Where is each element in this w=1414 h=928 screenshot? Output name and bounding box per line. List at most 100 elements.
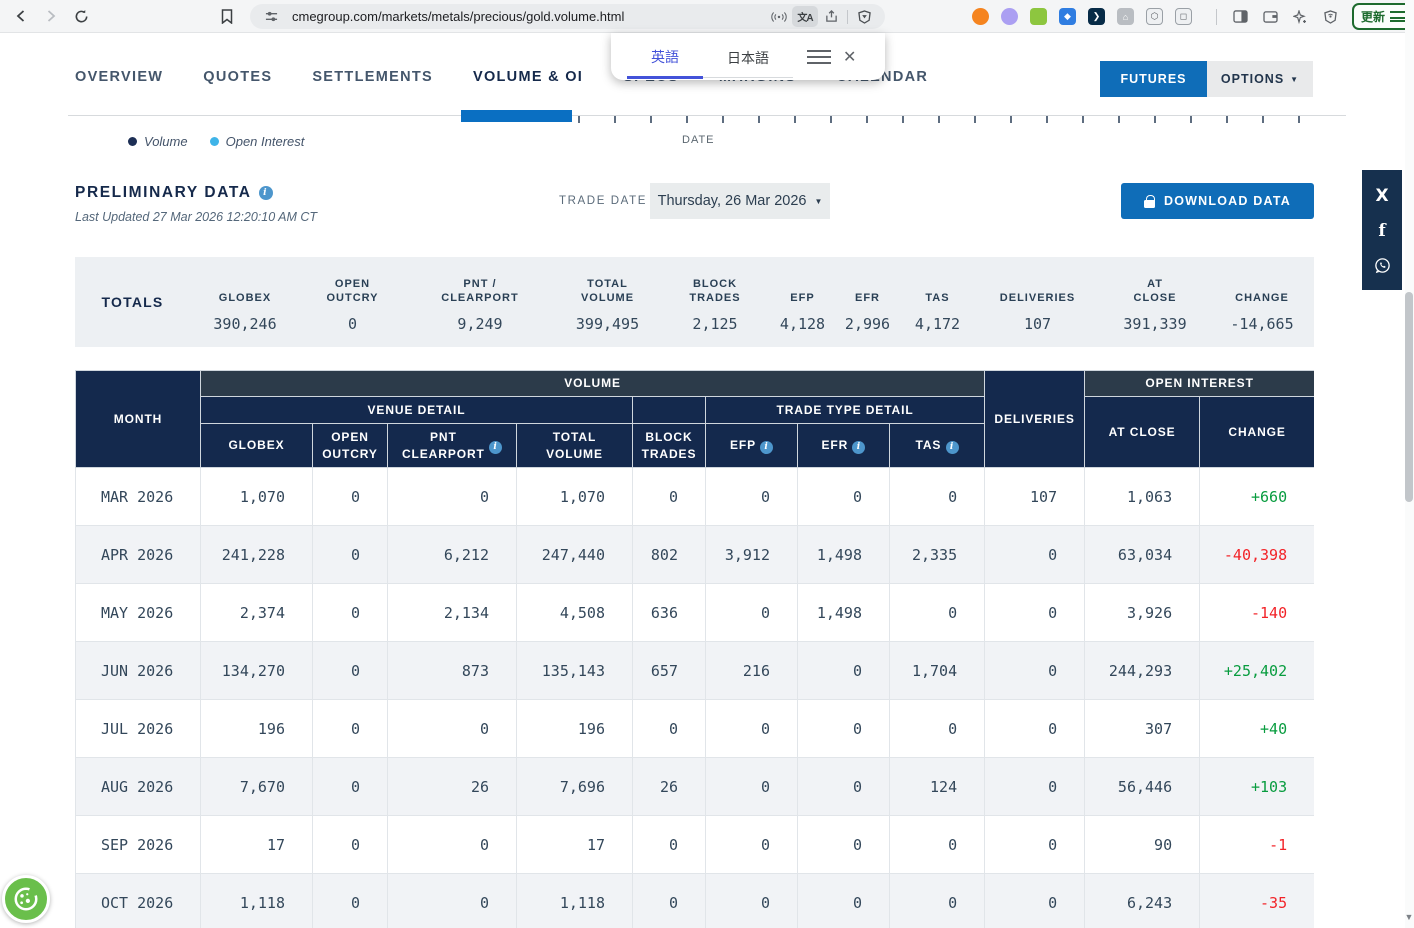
options-button[interactable]: OPTIONS ▼ <box>1207 61 1313 97</box>
url-text[interactable]: cmegroup.com/markets/metals/precious/gol… <box>292 9 625 24</box>
header-month: MONTH <box>75 370 201 468</box>
header-trade-type-detail: TRADE TYPE DETAIL <box>704 396 986 424</box>
wallet-icon[interactable] <box>1258 6 1282 28</box>
cell-open-outcry: 0 <box>312 757 388 816</box>
cell-change: +25,402 <box>1199 641 1314 700</box>
cell-total-volume: 196 <box>516 699 633 758</box>
futures-button[interactable]: FUTURES <box>1100 61 1207 97</box>
info-icon[interactable] <box>760 441 774 454</box>
cell-change: -35 <box>1199 873 1314 928</box>
signal-bars-icon[interactable] <box>1030 8 1047 25</box>
tab-settlements[interactable]: SETTLEMENTS <box>312 69 433 85</box>
totals-col-header: EFR <box>855 292 880 305</box>
translate-tab-english[interactable]: 英語 <box>627 35 703 79</box>
cell-tas: 1,704 <box>888 641 986 700</box>
tab-volume-oi[interactable]: VOLUME & OI <box>472 69 584 85</box>
browser-action-icons <box>1228 4 1342 29</box>
leo-sparkle-icon[interactable] <box>1288 6 1312 28</box>
cell-efp: 0 <box>705 815 798 874</box>
totals-col-value: 4,128 <box>779 314 826 333</box>
cell-month: APR 2026 <box>75 525 201 584</box>
header-block-trades-spacer <box>632 396 706 424</box>
totals-col-value: 2,125 <box>692 314 738 333</box>
translate-popup: 英語 日本語 ✕ <box>611 33 885 80</box>
whatsapp-icon[interactable] <box>1374 257 1391 274</box>
back-icon[interactable] <box>6 3 36 29</box>
close-icon[interactable]: ✕ <box>843 48 857 66</box>
url-bar[interactable]: cmegroup.com/markets/metals/precious/gol… <box>250 4 885 29</box>
browser-toolbar: cmegroup.com/markets/metals/precious/gol… <box>0 0 1414 33</box>
translate-tab-japanese[interactable]: 日本語 <box>703 36 793 78</box>
metamask-icon[interactable] <box>972 8 989 25</box>
reader-mode-icon[interactable] <box>766 6 792 27</box>
legend-item-volume[interactable]: Volume <box>128 134 188 149</box>
scroll-down-arrow[interactable]: ▼ <box>1404 912 1414 922</box>
cell-deliveries: 0 <box>984 757 1086 816</box>
reload-icon[interactable] <box>66 3 96 29</box>
translate-options-icon[interactable] <box>807 46 831 68</box>
cell-tas: 0 <box>888 699 986 758</box>
arc-icon[interactable]: ❯ <box>1088 8 1105 25</box>
info-icon[interactable] <box>852 441 866 454</box>
options-label: OPTIONS <box>1220 72 1285 86</box>
cell-pnt-clearport: 6,212 <box>387 525 517 584</box>
cell-tas: 0 <box>888 583 986 642</box>
header-at-close: AT CLOSE <box>1084 396 1201 468</box>
totals-col-header: PNT / CLEARPORT <box>441 277 519 305</box>
page-title: PRELIMINARY DATA <box>75 184 273 202</box>
cell-at-close: 6,243 <box>1084 873 1201 928</box>
totals-col-value: 390,246 <box>213 314 277 333</box>
totals-col-value: 391,339 <box>1123 314 1187 333</box>
translate-icon[interactable]: 文A <box>792 6 818 27</box>
scrollbar-thumb[interactable] <box>1405 292 1413 502</box>
trade-date-label: TRADE DATE <box>559 195 647 207</box>
cell-efp: 0 <box>705 467 798 526</box>
bookmark-icon[interactable] <box>212 3 242 29</box>
cell-block-trades: 657 <box>632 641 706 700</box>
cell-open-outcry: 0 <box>312 641 388 700</box>
x-twitter-icon[interactable]: X <box>1375 185 1389 206</box>
totals-col-deliveries: DELIVERIES 107 <box>975 272 1100 332</box>
header-change: CHANGE <box>1199 396 1314 468</box>
tune-icon[interactable] <box>258 6 284 27</box>
phantom-icon[interactable] <box>1001 8 1018 25</box>
download-data-button[interactable]: DOWNLOAD DATA <box>1121 183 1314 219</box>
home-icon[interactable]: ⌂ <box>1117 8 1134 25</box>
cell-total-volume: 247,440 <box>516 525 633 584</box>
header-open-interest-group: OPEN INTEREST <box>1084 370 1314 397</box>
share-icon[interactable] <box>818 6 844 27</box>
preview-box-icon[interactable]: ◻ <box>1175 8 1192 25</box>
legend-item-open-interest[interactable]: Open Interest <box>209 134 304 149</box>
tab-quotes[interactable]: QUOTES <box>203 69 273 85</box>
info-icon[interactable] <box>489 440 502 454</box>
brave-shield-icon[interactable] <box>851 6 877 27</box>
facebook-icon[interactable]: f <box>1378 221 1386 242</box>
cell-at-close: 56,446 <box>1084 757 1201 816</box>
totals-col-efp: EFP 4,128 <box>770 272 835 333</box>
cell-efp: 216 <box>705 641 798 700</box>
trade-date-select[interactable]: Thursday, 26 Mar 2026 ▼ <box>650 183 830 219</box>
cell-deliveries: 0 <box>984 525 1086 584</box>
chart-legend: Volume Open Interest <box>128 134 304 149</box>
extensions-row: ◆ ❯ ⌂ ⬡ ◻ <box>972 4 1192 29</box>
cookie-consent-button[interactable] <box>2 875 50 923</box>
cell-deliveries: 0 <box>984 641 1086 700</box>
forward-icon[interactable] <box>36 3 66 29</box>
puzzle-icon[interactable]: ⬡ <box>1146 8 1163 25</box>
tab-overview[interactable]: OVERVIEW <box>75 69 164 85</box>
info-icon[interactable] <box>945 441 959 454</box>
info-icon[interactable] <box>258 186 273 200</box>
chevron-down-icon: ▼ <box>1290 74 1300 84</box>
totals-col-pnt-clearport: PNT / CLEARPORT 9,249 <box>405 272 555 333</box>
table-row: OCT 2026 1,118 0 0 1,118 0 0 0 0 0 6,243 -35 <box>75 873 1314 928</box>
compass-icon[interactable]: ◆ <box>1059 8 1076 25</box>
vpn-shield-icon[interactable] <box>1318 6 1342 28</box>
totals-col-value: 399,495 <box>575 314 640 333</box>
sidebar-icon[interactable] <box>1228 6 1252 28</box>
totals-col-value: 9,249 <box>457 314 503 333</box>
cell-at-close: 1,063 <box>1084 467 1201 526</box>
table-row: JUN 2026 134,270 0 873 135,143 657 216 0 1,704 0 2… <box>75 641 1314 700</box>
active-tab-indicator <box>461 110 572 122</box>
cell-change: -40,398 <box>1199 525 1314 584</box>
totals-col-open-outcry: OPEN OUTCRY 0 <box>300 272 405 333</box>
